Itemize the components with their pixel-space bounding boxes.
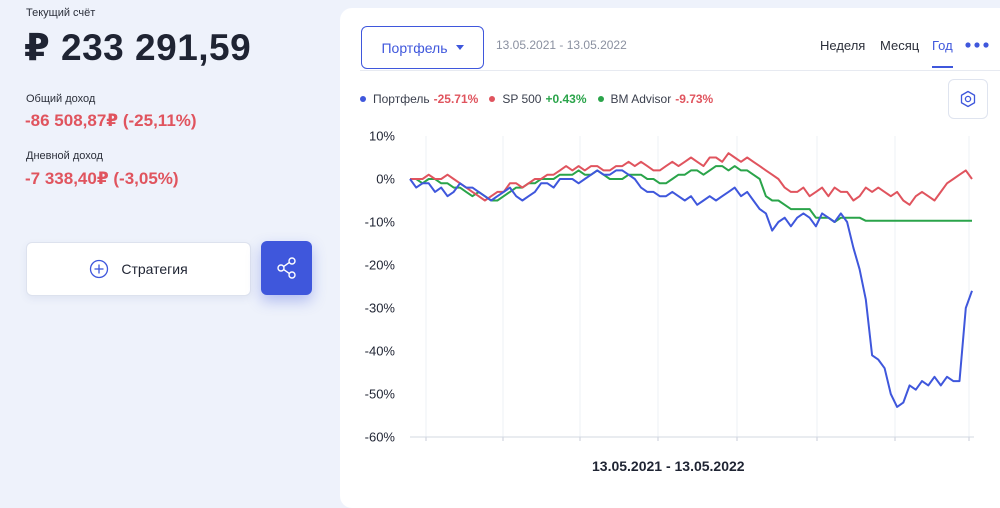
strategy-button[interactable]: Стратегия — [26, 242, 251, 296]
period-year[interactable]: Год — [932, 38, 953, 53]
legend-name: SP 500 — [502, 92, 542, 106]
period-month[interactable]: Месяц — [880, 38, 920, 53]
daily-income-label: Дневной доход — [26, 150, 103, 162]
y-tick-label: -30% — [365, 301, 396, 316]
legend-dot — [597, 96, 604, 102]
legend-value: -25.71% — [433, 92, 479, 106]
legend-dot — [489, 96, 496, 102]
legend-item-bm-advisor[interactable]: BM Advisor -9.73% — [597, 92, 714, 106]
date-range: 13.05.2021 - 13.05.2022 — [496, 38, 627, 52]
legend-item-portfolio[interactable]: Портфель -25.71% — [360, 92, 478, 106]
legend-item-sp500[interactable]: SP 500 +0.43% — [489, 92, 587, 106]
y-tick-label: -10% — [365, 215, 396, 230]
series-line-0 — [409, 169, 973, 408]
portfolio-dropdown[interactable]: Портфель — [361, 26, 484, 69]
share-button[interactable] — [261, 241, 312, 295]
share-icon — [276, 257, 296, 279]
total-income-value: -86 508,87₽ (-25,11%) — [25, 111, 197, 130]
legend-name: Портфель — [373, 92, 430, 106]
legend-value: +0.43% — [545, 92, 587, 106]
legend-dot — [360, 96, 366, 102]
y-tick-label: -40% — [365, 344, 396, 359]
y-tick-label: -60% — [365, 430, 396, 445]
y-tick-label: 0% — [376, 172, 395, 187]
y-tick-label: -50% — [365, 387, 396, 402]
period-week[interactable]: Неделя — [820, 38, 866, 53]
gear-icon — [960, 90, 976, 108]
chart-legend: Портфель -25.71% SP 500 +0.43% BM Adviso… — [360, 92, 724, 106]
more-dots-icon[interactable] — [965, 42, 989, 48]
plus-circle-icon — [90, 259, 109, 279]
toolbar-divider — [360, 70, 1000, 71]
y-tick-label: 10% — [369, 129, 395, 144]
series-line-2 — [410, 165, 972, 223]
performance-chart: 10% 0% -10% -20% -30% -40% -50% -60% — [365, 129, 974, 445]
chart-card — [340, 8, 1000, 508]
balance-value: ₽ 233 291,59 — [24, 27, 252, 68]
caret-down-icon — [455, 45, 464, 50]
y-tick-label: -20% — [365, 258, 396, 273]
strategy-label: Стратегия — [121, 261, 188, 277]
chart-settings-button[interactable] — [948, 79, 988, 119]
balance-label: Текущий счёт — [26, 7, 96, 19]
legend-name: BM Advisor — [610, 92, 672, 106]
chart-x-title: 13.05.2021 - 13.05.2022 — [592, 458, 745, 474]
active-period-indicator — [932, 66, 953, 68]
total-income-label: Общий доход — [26, 93, 96, 105]
legend-value: -9.73% — [675, 92, 714, 106]
account-summary: Текущий счёт ₽ 233 291,59 Общий доход -8… — [0, 0, 330, 490]
daily-income-value: -7 338,40₽ (-3,05%) — [25, 169, 179, 188]
portfolio-label: Портфель — [381, 39, 448, 56]
